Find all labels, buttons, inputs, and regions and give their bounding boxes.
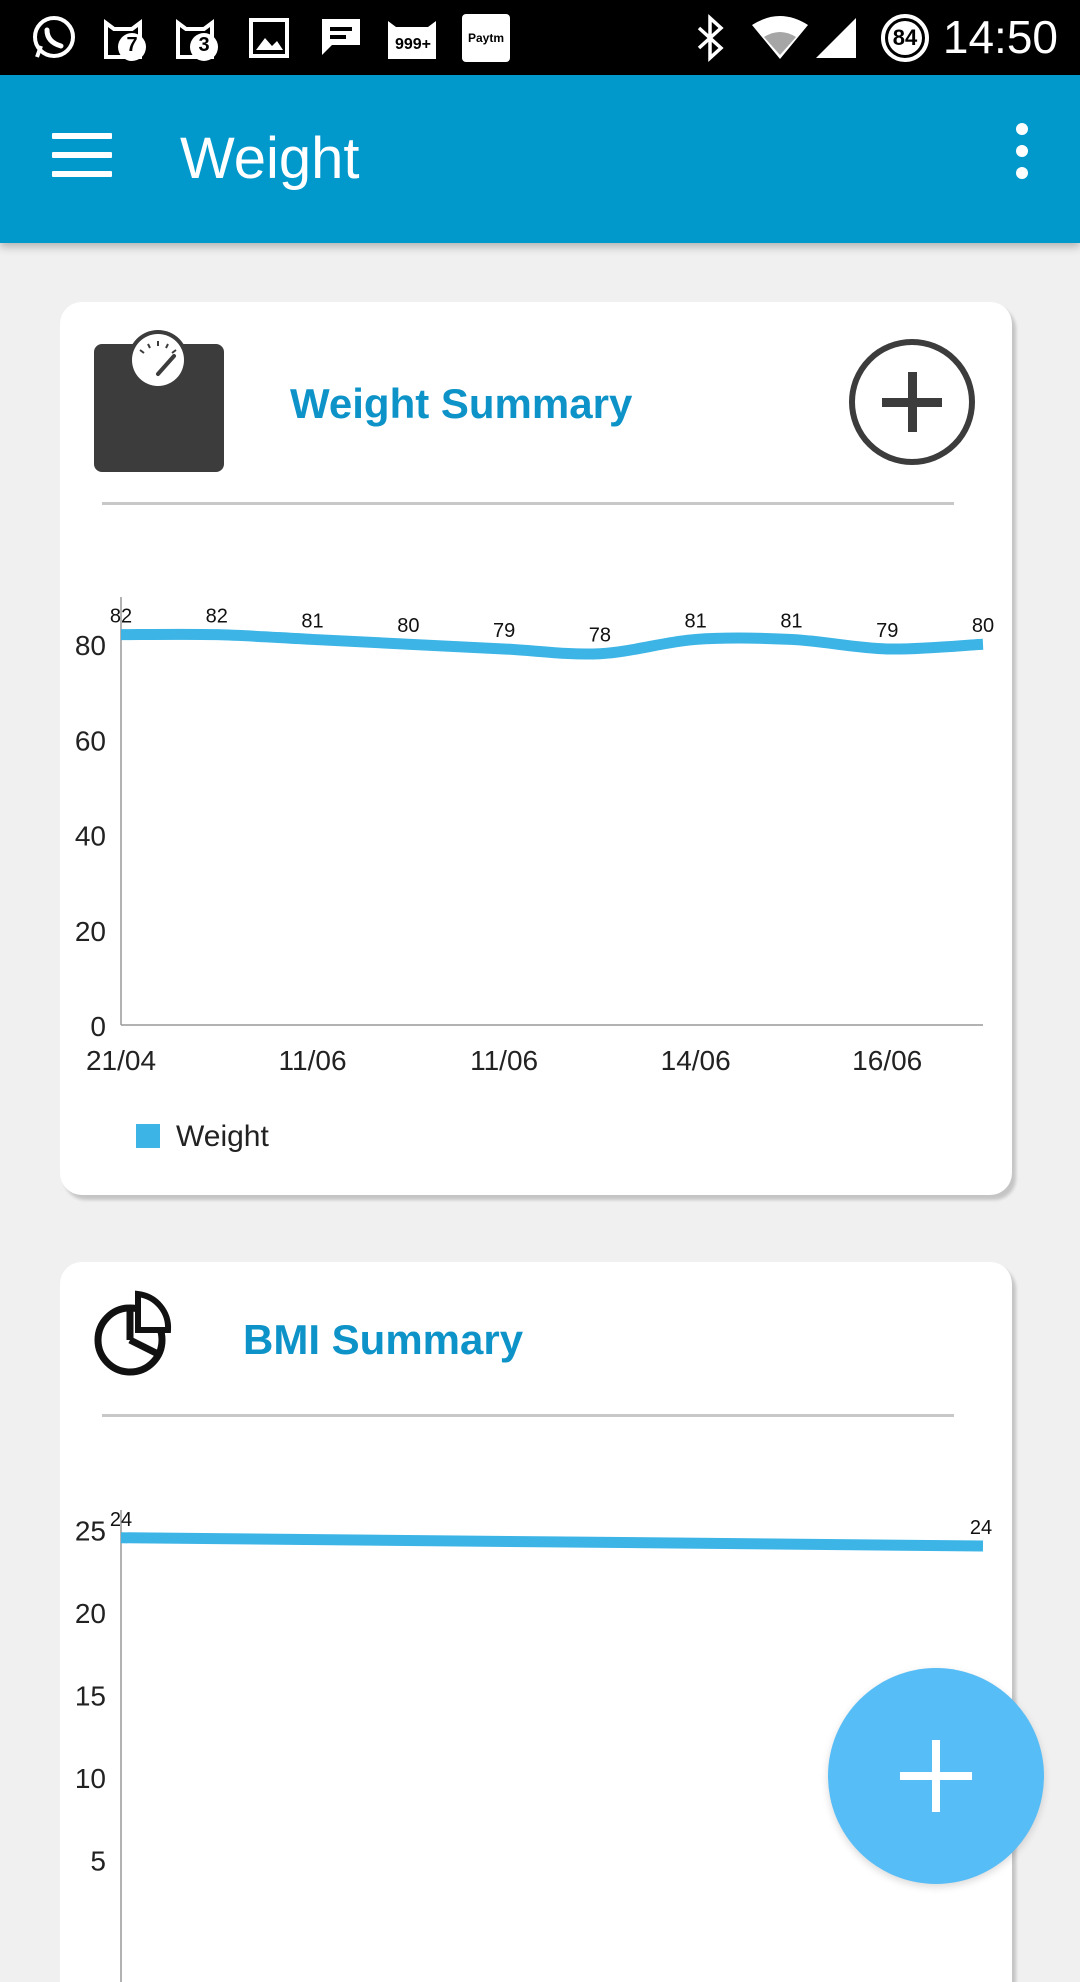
notification-badge: 3	[198, 34, 210, 56]
card-divider	[102, 502, 954, 505]
data-label: 79	[876, 620, 898, 642]
page-title: Weight	[180, 126, 360, 191]
data-label: 80	[972, 615, 994, 637]
y-tick-label: 20	[75, 916, 106, 947]
message-icon	[316, 14, 366, 62]
data-label: 24	[110, 1509, 132, 1531]
x-tick-label: 11/06	[279, 1045, 347, 1076]
weight-series-line	[120, 628, 984, 660]
signal-icon	[812, 14, 860, 62]
overflow-menu-icon[interactable]	[992, 123, 1052, 193]
status-bar: 7 3 999+ Paytm 84 14:50	[0, 0, 1080, 75]
data-label: 81	[780, 610, 802, 632]
y-tick-label: 15	[75, 1681, 106, 1712]
bmi-series-line	[120, 1532, 984, 1552]
data-label: 81	[685, 610, 707, 632]
data-label: 82	[206, 606, 228, 628]
weight-summary-title: Weight Summary	[290, 380, 633, 427]
x-tick-label: 16/06	[852, 1045, 922, 1076]
y-tick-label: 25	[75, 1516, 106, 1547]
paytm-icon	[460, 14, 512, 62]
bmi-summary-title: BMI Summary	[243, 1316, 524, 1363]
paytm-label: Paytm	[467, 31, 505, 45]
weight-summary-card: Weight Summary 0 20 40 60 80 21/04 11/06 11/06 1…	[60, 302, 1012, 1195]
card-divider	[102, 1414, 954, 1417]
battery-icon	[878, 14, 932, 62]
y-tick-label: 20	[75, 1598, 106, 1629]
gallery-icon	[244, 14, 294, 62]
bluetooth-icon	[690, 14, 730, 62]
data-label: 82	[110, 606, 132, 628]
data-label: 79	[493, 620, 515, 642]
x-tick-label: 21/04	[86, 1045, 156, 1076]
y-tick-label: 60	[75, 725, 106, 756]
add-circle-icon	[849, 339, 975, 465]
cat-app-icon	[100, 14, 156, 62]
cat-app-icon	[172, 14, 228, 62]
y-tick-label: 80	[75, 630, 106, 661]
notification-badge: 7	[126, 34, 138, 56]
add-entry-fab[interactable]	[828, 1668, 1044, 1884]
pie-chart-icon	[94, 1290, 174, 1383]
app-bar: Weight	[0, 75, 1080, 243]
battery-level: 84	[892, 25, 918, 50]
data-label: 78	[589, 625, 611, 647]
y-tick-label: 40	[75, 821, 106, 852]
weight-chart: 0 20 40 60 80 21/04 11/06 11/06 14/06 16/06 82 82 81…	[75, 597, 994, 1076]
whatsapp-icon	[26, 14, 82, 62]
wifi-icon	[748, 14, 812, 62]
y-tick-label: 0	[90, 1011, 106, 1042]
data-label: 81	[301, 610, 323, 632]
y-tick-label: 5	[90, 1846, 106, 1877]
notification-badge: 999+	[394, 36, 432, 53]
data-label: 80	[397, 615, 419, 637]
y-tick-label: 10	[75, 1763, 106, 1794]
x-tick-label: 14/06	[661, 1045, 731, 1076]
legend-swatch	[136, 1124, 160, 1148]
clock: 14:50	[942, 11, 1058, 63]
weighing-scale-icon	[92, 328, 232, 481]
cat-app-icon	[384, 14, 442, 62]
data-label: 24	[970, 1517, 992, 1539]
add-weight-button[interactable]	[848, 338, 976, 471]
bmi-summary-card: BMI Summary 5 10 15 20 25 24 24	[60, 1262, 1012, 1982]
x-tick-label: 11/06	[470, 1045, 538, 1076]
legend-label: Weight	[176, 1120, 269, 1153]
menu-icon[interactable]	[52, 133, 112, 183]
